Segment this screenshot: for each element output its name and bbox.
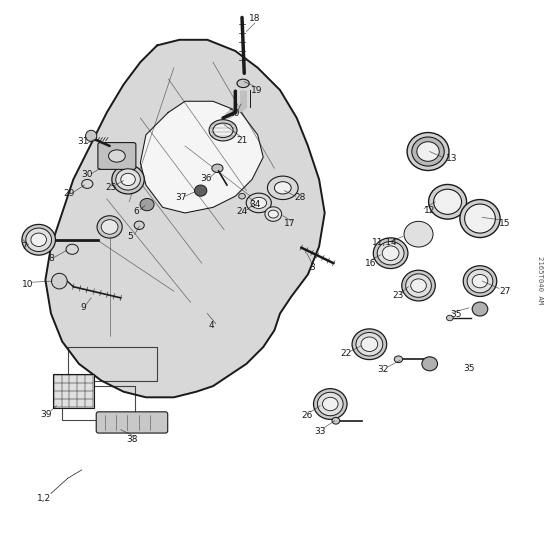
Ellipse shape xyxy=(97,216,122,238)
Ellipse shape xyxy=(251,197,267,208)
Text: 27: 27 xyxy=(499,287,510,296)
Ellipse shape xyxy=(209,120,237,141)
Text: 22: 22 xyxy=(340,349,352,358)
Text: 1,2: 1,2 xyxy=(37,494,52,503)
Text: 12: 12 xyxy=(424,206,435,214)
Ellipse shape xyxy=(101,220,118,234)
Ellipse shape xyxy=(26,228,52,251)
Ellipse shape xyxy=(446,315,453,321)
Ellipse shape xyxy=(22,225,55,255)
Text: 24: 24 xyxy=(236,207,248,216)
Ellipse shape xyxy=(433,189,461,214)
Ellipse shape xyxy=(407,133,449,170)
Text: 28: 28 xyxy=(294,193,305,202)
Text: 3: 3 xyxy=(310,263,315,272)
Text: 26: 26 xyxy=(301,410,312,419)
Ellipse shape xyxy=(194,185,207,196)
Circle shape xyxy=(52,273,67,289)
Text: 4: 4 xyxy=(209,321,214,330)
Ellipse shape xyxy=(377,241,404,265)
Text: 35: 35 xyxy=(463,364,474,373)
Text: 36: 36 xyxy=(200,174,212,183)
Ellipse shape xyxy=(112,165,144,194)
Text: 39: 39 xyxy=(41,409,52,418)
Text: 25: 25 xyxy=(106,183,117,192)
Ellipse shape xyxy=(472,274,488,288)
Text: 2165T040 AM: 2165T040 AM xyxy=(536,256,543,304)
Ellipse shape xyxy=(314,389,347,419)
Ellipse shape xyxy=(109,150,125,162)
Text: 8: 8 xyxy=(48,254,54,263)
Ellipse shape xyxy=(82,179,93,188)
Ellipse shape xyxy=(460,199,500,237)
Text: 38: 38 xyxy=(126,435,138,444)
Ellipse shape xyxy=(140,198,154,211)
Ellipse shape xyxy=(121,173,136,185)
Ellipse shape xyxy=(265,207,282,221)
Ellipse shape xyxy=(428,184,466,219)
Ellipse shape xyxy=(318,393,343,416)
Ellipse shape xyxy=(352,329,387,360)
Ellipse shape xyxy=(116,169,141,190)
Ellipse shape xyxy=(356,333,383,356)
Text: 29: 29 xyxy=(63,189,74,198)
Text: 30: 30 xyxy=(82,170,93,180)
Ellipse shape xyxy=(239,193,245,199)
Polygon shape xyxy=(45,40,325,397)
Ellipse shape xyxy=(237,79,249,87)
Text: 23: 23 xyxy=(393,291,404,300)
Ellipse shape xyxy=(382,246,399,260)
Text: 21: 21 xyxy=(236,136,248,145)
Ellipse shape xyxy=(394,356,403,363)
Ellipse shape xyxy=(274,181,291,194)
Text: 13: 13 xyxy=(446,154,458,163)
Text: 7: 7 xyxy=(21,242,27,251)
Text: 17: 17 xyxy=(284,218,296,227)
Ellipse shape xyxy=(410,279,426,292)
Text: 16: 16 xyxy=(365,259,376,268)
Ellipse shape xyxy=(402,270,435,301)
Ellipse shape xyxy=(412,137,444,166)
FancyBboxPatch shape xyxy=(98,143,136,169)
Polygon shape xyxy=(141,101,263,213)
Ellipse shape xyxy=(268,210,278,218)
Ellipse shape xyxy=(467,269,493,293)
Text: 5: 5 xyxy=(128,232,133,241)
Text: 9: 9 xyxy=(81,304,86,312)
Text: 34: 34 xyxy=(249,200,260,209)
Ellipse shape xyxy=(31,233,46,246)
Ellipse shape xyxy=(472,302,488,316)
Text: 31: 31 xyxy=(78,137,89,146)
Ellipse shape xyxy=(213,123,233,138)
Ellipse shape xyxy=(323,397,338,410)
Text: 18: 18 xyxy=(249,14,260,23)
Ellipse shape xyxy=(404,221,433,247)
Ellipse shape xyxy=(465,204,496,233)
Ellipse shape xyxy=(361,337,378,352)
FancyBboxPatch shape xyxy=(96,412,167,433)
Text: 10: 10 xyxy=(22,280,33,289)
Ellipse shape xyxy=(463,266,497,296)
Text: 20: 20 xyxy=(228,109,240,118)
Ellipse shape xyxy=(332,417,340,424)
Text: 32: 32 xyxy=(377,365,389,374)
Ellipse shape xyxy=(405,274,431,297)
Text: 6: 6 xyxy=(133,207,139,216)
Text: 33: 33 xyxy=(315,427,326,436)
Ellipse shape xyxy=(212,164,223,172)
Text: 15: 15 xyxy=(499,218,510,227)
Text: 37: 37 xyxy=(175,193,186,202)
Ellipse shape xyxy=(66,244,78,254)
Text: 11,14: 11,14 xyxy=(372,237,398,246)
FancyBboxPatch shape xyxy=(53,374,94,408)
Ellipse shape xyxy=(246,193,272,213)
Ellipse shape xyxy=(417,142,439,161)
Text: 35: 35 xyxy=(450,310,461,319)
Circle shape xyxy=(86,130,97,142)
Ellipse shape xyxy=(374,238,408,269)
Ellipse shape xyxy=(268,176,298,199)
Ellipse shape xyxy=(134,221,144,230)
Text: 19: 19 xyxy=(251,86,262,95)
Ellipse shape xyxy=(422,357,437,371)
